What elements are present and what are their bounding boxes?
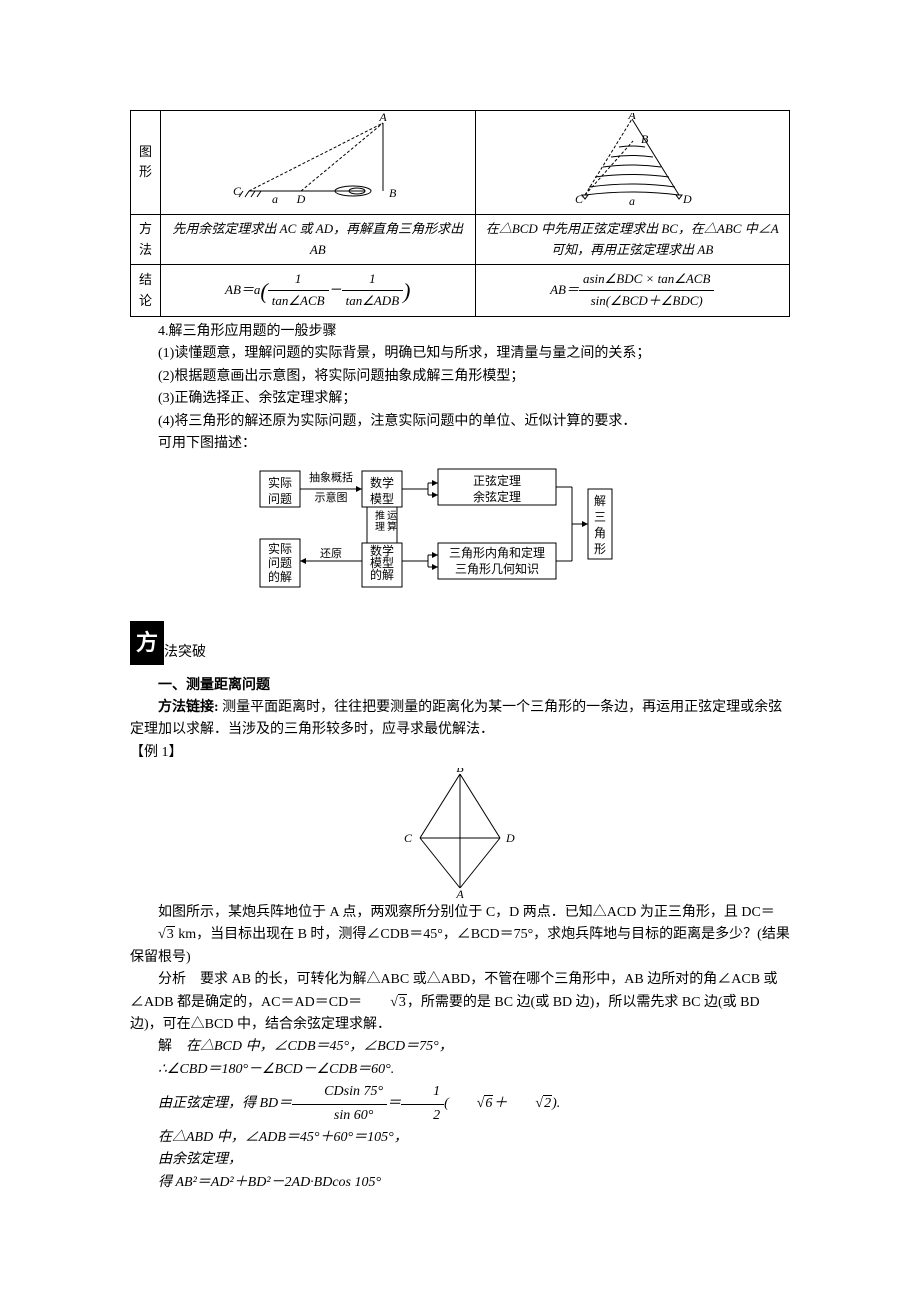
svg-text:的解: 的解 [268, 569, 292, 584]
svg-text:问题: 问题 [268, 492, 292, 506]
svg-text:C: C [575, 192, 584, 205]
row-conclusion-label: 结论 [131, 265, 161, 317]
row-method-label: 方法 [131, 214, 161, 265]
method-cell-1: 先用余弦定理求出 AC 或 AD，再解直角三角形求出 AB [161, 214, 475, 265]
solution-line-3: 由正弦定理，得 BD＝CDsin 75°sin 60°＝12(6＋2). [130, 1081, 790, 1127]
section-4: 4.解三角形应用题的一般步骤 (1)读懂题意，理解问题的实际背景，明确已知与所求… [130, 321, 790, 455]
sec4-step-2: (2)根据题意画出示意图，将实际问题抽象成解三角形模型； [130, 366, 790, 388]
method-link-text: 方法链接: 测量平面距离时，往往把要测量的距离化为某一个三角形的一条边，再运用正… [130, 697, 790, 742]
svg-text:推: 推 [375, 509, 385, 522]
svg-text:示意图: 示意图 [315, 490, 348, 504]
triangle-diagram-1: A B C D a [213, 113, 423, 205]
svg-text:算: 算 [387, 520, 397, 533]
svg-text:D: D [295, 192, 305, 205]
svg-text:数学: 数学 [370, 475, 394, 490]
svg-text:形: 形 [594, 542, 606, 556]
triangle-diagram-2: A B C D a [527, 113, 737, 205]
subsection-1-title: 一、测量距离问题 [130, 675, 790, 697]
svg-text:a: a [629, 194, 635, 205]
svg-text:正弦定理: 正弦定理 [473, 473, 521, 488]
figure-cell-2: A B C D a [475, 111, 790, 215]
svg-text:实际: 实际 [268, 475, 292, 490]
example-1-analysis: 分析要求 AB 的长，可转化为解△ABC 或△ABD，不管在哪个三角形中，AB … [130, 969, 790, 1036]
svg-text:余弦定理: 余弦定理 [473, 489, 521, 504]
solution-line-4: 在△ABD 中，∠ADB＝45°＋60°＝105°， [130, 1127, 790, 1149]
sec4-step-3: (3)正确选择正、余弦定理求解； [130, 388, 790, 410]
svg-text:B: B [641, 132, 649, 146]
figure-cell-1: A B C D a [161, 111, 475, 215]
sec4-step-1: (1)读懂题意，理解问题的实际背景，明确已知与所求，理清量与量之间的关系； [130, 343, 790, 365]
example-1-problem: 如图所示，某炮兵阵地位于 A 点，两观察所分别位于 C，D 两点．已知△ACD … [130, 902, 790, 969]
row-figure-label: 图形 [131, 111, 161, 215]
svg-text:B: B [389, 186, 397, 200]
sec4-step-4: (4)将三角形的解还原为实际问题，注意实际问题中的单位、近似计算的要求． [130, 411, 790, 433]
solution-line-1: 解在△BCD 中，∠CDB＝45°，∠BCD＝75°， [130, 1036, 790, 1058]
svg-text:A: A [455, 887, 464, 898]
solution-line-5: 由余弦定理， [130, 1149, 790, 1171]
svg-text:B: B [456, 768, 464, 775]
sec4-desc: 可用下图描述： [130, 433, 790, 455]
solution-line-2: ∴∠CBD＝180°－∠BCD－∠CDB＝60°. [130, 1059, 790, 1081]
svg-text:三角形内角和定理: 三角形内角和定理 [449, 545, 545, 560]
conclusion-cell-2: AB＝asin∠BDC × tan∠ACBsin(∠BCD＋∠BDC) [475, 265, 790, 317]
conclusion-cell-1: AB＝a(1tan∠ACB－1tan∠ADB) [161, 265, 475, 317]
summary-table: 图形 A B C D a [130, 110, 790, 317]
svg-text:C: C [233, 184, 242, 198]
flowchart-diagram: 实际 问题 抽象概括 示意图 数学 模型 正弦定理 余弦定理 推 理 运 算 数… [250, 461, 670, 591]
sec4-title: 4.解三角形应用题的一般步骤 [130, 321, 790, 343]
svg-text:抽象概括: 抽象概括 [309, 470, 353, 484]
example-1-figure: B C D A [390, 768, 530, 898]
svg-text:运: 运 [387, 510, 397, 522]
method-heading-box: 方 [130, 621, 164, 664]
svg-text:A: A [628, 113, 637, 122]
svg-text:三: 三 [594, 510, 606, 524]
svg-text:理: 理 [375, 521, 385, 533]
svg-text:a: a [272, 192, 278, 205]
svg-text:三角形几何知识: 三角形几何知识 [455, 562, 539, 576]
method-cell-2: 在△BCD 中先用正弦定理求出 BC，在△ABC 中∠A 可知，再用正弦定理求出… [475, 214, 790, 265]
svg-text:的解: 的解 [370, 567, 394, 582]
solution-line-6: 得 AB²＝AD²＋BD²－2AD·BDcos 105° [130, 1172, 790, 1194]
svg-text:问题: 问题 [268, 556, 292, 570]
svg-text:解: 解 [594, 494, 606, 508]
svg-text:角: 角 [594, 526, 606, 540]
example-1-label: 【例 1】 [130, 742, 790, 764]
svg-text:C: C [404, 831, 413, 845]
svg-text:还原: 还原 [320, 547, 342, 560]
svg-text:D: D [682, 192, 692, 205]
svg-text:实际: 实际 [268, 541, 292, 556]
svg-text:D: D [505, 831, 515, 845]
svg-text:A: A [378, 113, 387, 124]
method-heading: 方法突破 [130, 621, 790, 664]
method-heading-rest: 法突破 [164, 645, 206, 660]
svg-text:模型: 模型 [370, 492, 394, 506]
